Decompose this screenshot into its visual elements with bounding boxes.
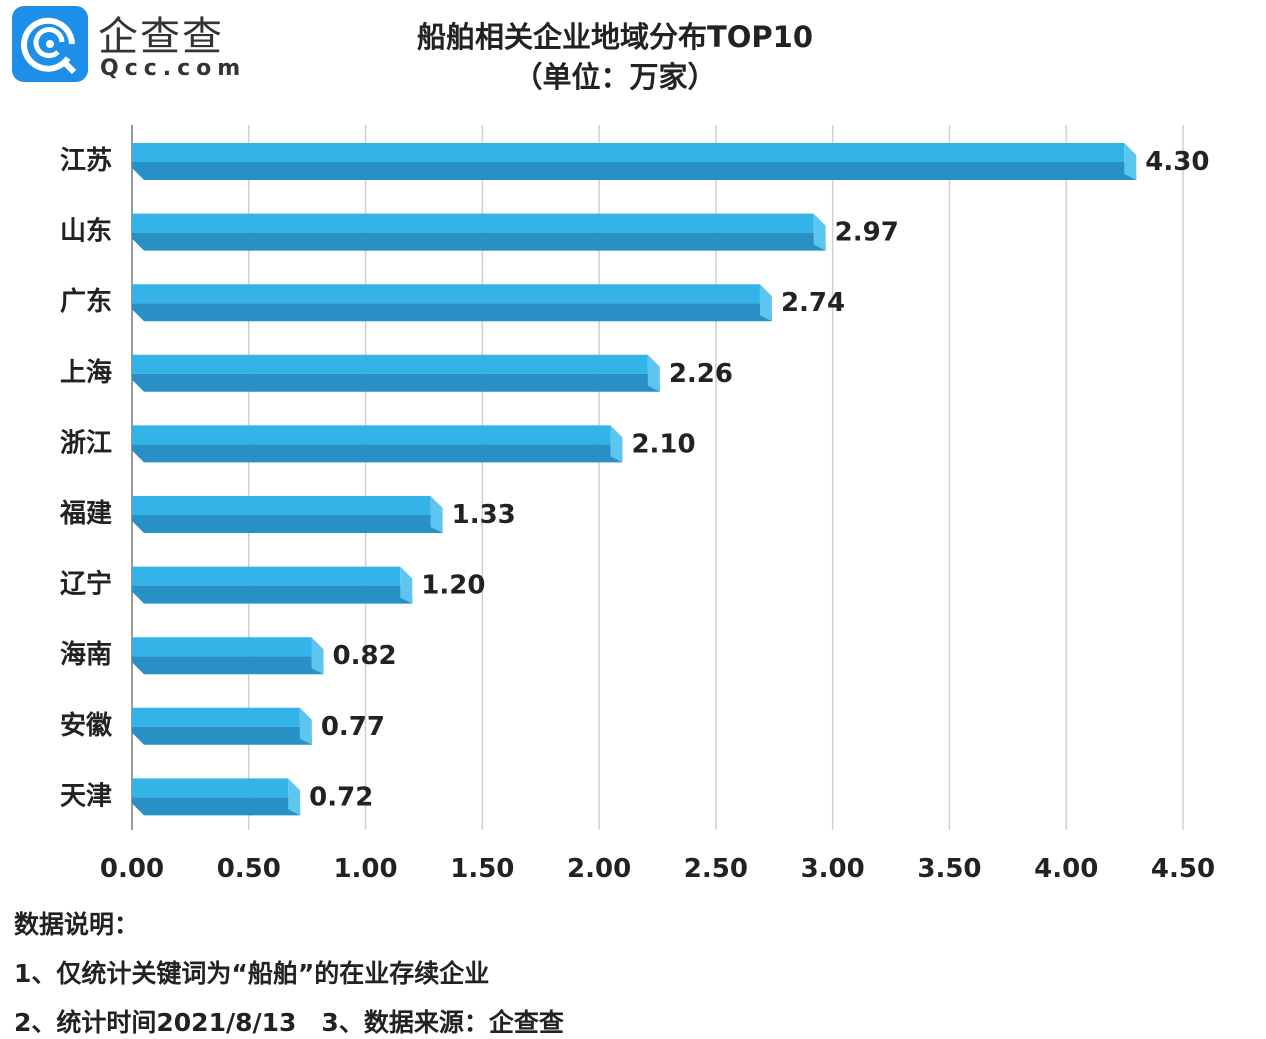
value-label: 2.74 <box>781 288 845 318</box>
x-tick-label: 1.00 <box>333 854 397 884</box>
bar-chart: 0.00 0.50 1.00 1.50 2.00 2.50 3.00 3.50 4.00 4.50… <box>59 125 1215 884</box>
value-label: 0.77 <box>321 712 385 742</box>
category-label: 辽宁 <box>60 569 112 600</box>
bar-top-face <box>132 425 611 445</box>
bar-bottom-face <box>132 373 660 392</box>
bar-bottom-face <box>132 232 826 251</box>
chart-title: 船舶相关企业地域分布TOP10 <box>416 20 814 54</box>
x-tick-label: 2.00 <box>567 854 631 884</box>
x-tick-label: 2.50 <box>684 854 748 884</box>
bar-end-cap <box>288 778 301 816</box>
x-tick-label: 3.00 <box>801 854 865 884</box>
category-label: 山东 <box>60 216 112 247</box>
category-label: 浙江 <box>60 428 112 458</box>
category-label: 上海 <box>60 358 112 388</box>
bar-top-face <box>132 778 289 798</box>
qcc-logo-icon <box>12 6 88 82</box>
bar-top-face <box>132 213 814 233</box>
bar-end-cap <box>311 637 324 675</box>
bar-end-cap <box>759 284 772 322</box>
logo-name-cn: 企查查 <box>98 14 224 60</box>
value-label: 0.82 <box>333 641 397 671</box>
bar-end-cap <box>813 213 826 251</box>
bar-bottom-face <box>132 444 623 463</box>
value-label: 1.20 <box>421 571 485 601</box>
bar-top-face <box>132 354 648 374</box>
bar-top-face <box>132 143 1125 162</box>
bar-bottom-face <box>132 585 413 604</box>
x-tick-label: 0.00 <box>100 854 164 884</box>
bar-end-cap <box>400 566 413 604</box>
x-tick-label: 1.50 <box>450 854 514 884</box>
bar-bottom-face <box>132 515 443 533</box>
bar-top-face <box>132 284 760 304</box>
bar-bottom-face <box>132 726 312 745</box>
notes-line-2: 2、统计时间2021/8/13 3、数据来源：企查查 <box>14 1008 564 1037</box>
notes-line-1: 1、仅统计关键词为“船舶”的在业存续企业 <box>14 959 490 988</box>
notes-heading: 数据说明： <box>14 910 140 939</box>
category-label: 天津 <box>60 781 112 811</box>
category-label: 江苏 <box>60 146 112 176</box>
category-label: 安徽 <box>60 711 113 741</box>
x-tick-label: 3.50 <box>917 854 981 884</box>
bar-top-face <box>132 707 300 727</box>
x-tick-label: 0.50 <box>217 854 281 884</box>
bar-bottom-face <box>132 656 324 675</box>
category-label: 福建 <box>59 499 112 529</box>
value-label: 1.33 <box>452 500 516 530</box>
value-label: 4.30 <box>1145 147 1209 177</box>
bar-bottom-face <box>132 303 772 322</box>
bar-bottom-face <box>132 797 301 816</box>
category-label: 广东 <box>60 286 112 317</box>
value-label: 2.97 <box>835 218 899 248</box>
value-label: 0.72 <box>309 782 373 812</box>
value-label: 2.26 <box>669 359 733 389</box>
bar-end-cap <box>1124 143 1137 180</box>
bar-top-face <box>132 637 312 657</box>
bar-end-cap <box>430 496 443 533</box>
logo-name-en: Qcc.com <box>100 56 247 81</box>
bar-end-cap <box>647 354 660 392</box>
value-label: 2.10 <box>631 429 695 459</box>
bar-top-face <box>132 496 431 515</box>
bar-end-cap <box>299 707 312 745</box>
bar-top-face <box>132 566 401 586</box>
x-tick-label: 4.50 <box>1151 854 1215 884</box>
x-tick-label: 4.00 <box>1034 854 1098 884</box>
category-label: 海南 <box>60 640 112 670</box>
bar-bottom-face <box>132 162 1137 180</box>
chart-subtitle: （单位：万家） <box>513 60 717 94</box>
bar-end-cap <box>610 425 623 463</box>
